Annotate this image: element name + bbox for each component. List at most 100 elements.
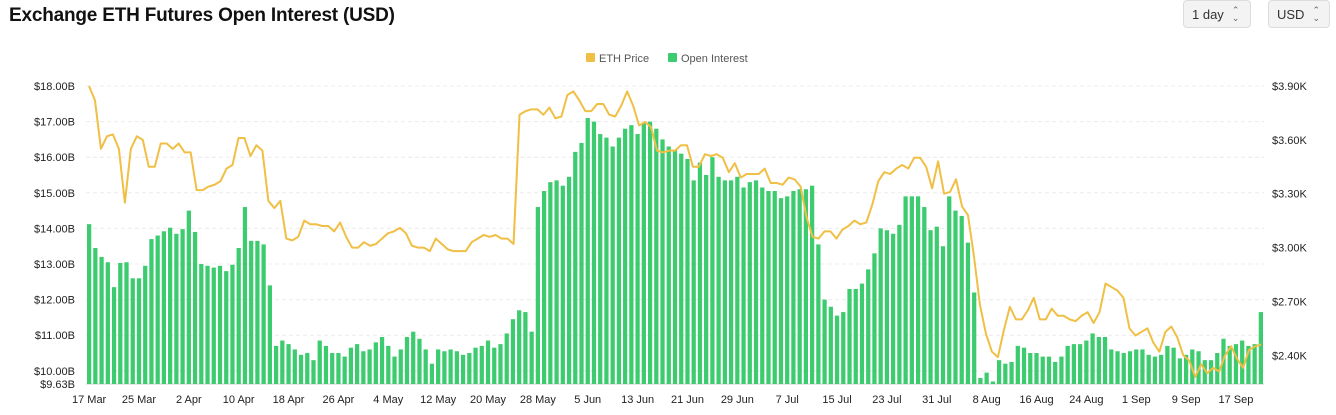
open-interest-bar[interactable] (722, 180, 727, 384)
open-interest-bar[interactable] (903, 196, 908, 384)
open-interest-bar[interactable] (766, 191, 771, 384)
open-interest-bar[interactable] (710, 157, 715, 384)
open-interest-bar[interactable] (909, 196, 914, 384)
eth-price-series-line[interactable] (88, 85, 1262, 378)
open-interest-bar[interactable] (716, 176, 721, 384)
open-interest-bar[interactable] (330, 353, 335, 384)
open-interest-bar[interactable] (143, 265, 148, 384)
open-interest-bar[interactable] (604, 137, 609, 384)
open-interest-bar[interactable] (504, 333, 509, 384)
open-interest-bar[interactable] (130, 278, 135, 384)
open-interest-bar[interactable] (1134, 349, 1139, 384)
open-interest-bar[interactable] (1090, 333, 1095, 384)
open-interest-bar[interactable] (161, 231, 167, 384)
open-interest-bar[interactable] (1034, 353, 1039, 384)
open-interest-bar[interactable] (529, 331, 534, 384)
open-interest-bar[interactable] (392, 356, 397, 384)
open-interest-bar[interactable] (579, 142, 584, 384)
open-interest-bar[interactable] (1040, 356, 1045, 384)
open-interest-bar[interactable] (1240, 340, 1245, 384)
open-interest-bar[interactable] (311, 360, 316, 384)
open-interest-bar[interactable] (136, 278, 142, 384)
open-interest-bar[interactable] (978, 377, 983, 384)
open-interest-bar[interactable] (585, 118, 590, 384)
open-interest-bar[interactable] (660, 139, 665, 384)
open-interest-bar[interactable] (473, 347, 478, 384)
open-interest-bar[interactable] (205, 265, 210, 384)
open-interest-bar[interactable] (1171, 347, 1176, 384)
open-interest-bar[interactable] (1115, 351, 1120, 384)
open-interest-bar[interactable] (1252, 344, 1257, 384)
open-interest-bar[interactable] (286, 344, 291, 384)
open-interest-bar[interactable] (853, 288, 858, 384)
open-interest-bar[interactable] (554, 180, 559, 384)
open-interest-bar[interactable] (847, 288, 852, 384)
legend[interactable]: ETH Price Open Interest (586, 53, 748, 65)
open-interest-bar[interactable] (1140, 349, 1145, 384)
open-interest-bar[interactable] (186, 210, 191, 384)
open-interest-bar[interactable] (411, 331, 416, 384)
open-interest-bar[interactable] (541, 191, 547, 384)
open-interest-bar[interactable] (573, 151, 578, 384)
open-interest-bar[interactable] (373, 342, 378, 384)
open-interest-bar[interactable] (99, 256, 104, 384)
open-interest-bar[interactable] (454, 351, 459, 384)
open-interest-bar[interactable] (323, 345, 329, 384)
open-interest-bar[interactable] (317, 340, 322, 384)
open-interest-bar[interactable] (791, 191, 796, 384)
open-interest-bar[interactable] (691, 180, 696, 384)
open-interest-bar[interactable] (666, 146, 671, 384)
open-interest-bar[interactable] (124, 262, 129, 384)
open-interest-bar[interactable] (859, 283, 865, 384)
open-interest-bar[interactable] (298, 354, 304, 384)
open-interest-bar[interactable] (984, 372, 989, 384)
open-interest-bar[interactable] (180, 229, 185, 384)
open-interest-bar[interactable] (467, 353, 472, 384)
open-interest-bar[interactable] (1121, 353, 1126, 384)
open-interest-bar[interactable] (915, 196, 921, 384)
open-interest-bar[interactable] (635, 134, 640, 384)
open-interest-bar[interactable] (523, 312, 528, 384)
open-interest-bar[interactable] (679, 153, 684, 384)
open-interest-bar[interactable] (429, 363, 435, 384)
open-interest-bar[interactable] (629, 125, 634, 384)
open-interest-bar[interactable] (1202, 360, 1207, 384)
open-interest-bar[interactable] (267, 285, 272, 384)
open-interest-bar[interactable] (498, 344, 503, 384)
open-interest-bar[interactable] (149, 239, 154, 384)
open-interest-bar[interactable] (753, 180, 759, 384)
legend-open-interest-label[interactable]: Open Interest (681, 53, 748, 65)
open-interest-bar[interactable] (1165, 345, 1170, 384)
open-interest-bar[interactable] (93, 248, 98, 384)
open-interest-bar[interactable] (1233, 344, 1239, 384)
open-interest-bar[interactable] (810, 185, 815, 384)
open-interest-bar[interactable] (872, 253, 877, 384)
open-interest-bar[interactable] (884, 230, 890, 384)
open-interest-bar[interactable] (1127, 351, 1133, 384)
open-interest-bar[interactable] (305, 353, 310, 384)
open-interest-bar[interactable] (560, 185, 565, 384)
open-interest-bar[interactable] (1046, 356, 1052, 384)
open-interest-bar[interactable] (1084, 340, 1089, 384)
open-interest-bar[interactable] (1102, 337, 1108, 384)
open-interest-bar[interactable] (436, 349, 441, 384)
open-interest-bar[interactable] (1159, 354, 1164, 384)
open-interest-bar[interactable] (785, 196, 790, 384)
open-interest-bar[interactable] (947, 196, 952, 384)
open-interest-bar[interactable] (1152, 356, 1158, 384)
open-interest-bar[interactable] (1183, 354, 1189, 384)
open-interest-bar[interactable] (118, 262, 123, 384)
open-interest-bar[interactable] (255, 240, 260, 384)
open-interest-bar[interactable] (591, 121, 597, 384)
open-interest-bar[interactable] (192, 231, 198, 384)
open-interest-bar[interactable] (816, 244, 821, 384)
open-interest-bar[interactable] (735, 176, 740, 384)
open-interest-bar[interactable] (211, 267, 216, 384)
open-interest-bar[interactable] (261, 244, 266, 384)
open-interest-bar[interactable] (217, 265, 223, 384)
open-interest-bar[interactable] (1065, 345, 1070, 384)
open-interest-bar[interactable] (386, 345, 391, 384)
legend-eth-price-label[interactable]: ETH Price (599, 53, 649, 65)
open-interest-bar[interactable] (398, 349, 403, 384)
currency-select[interactable]: USD ⌃ ⌄ (1268, 0, 1330, 28)
